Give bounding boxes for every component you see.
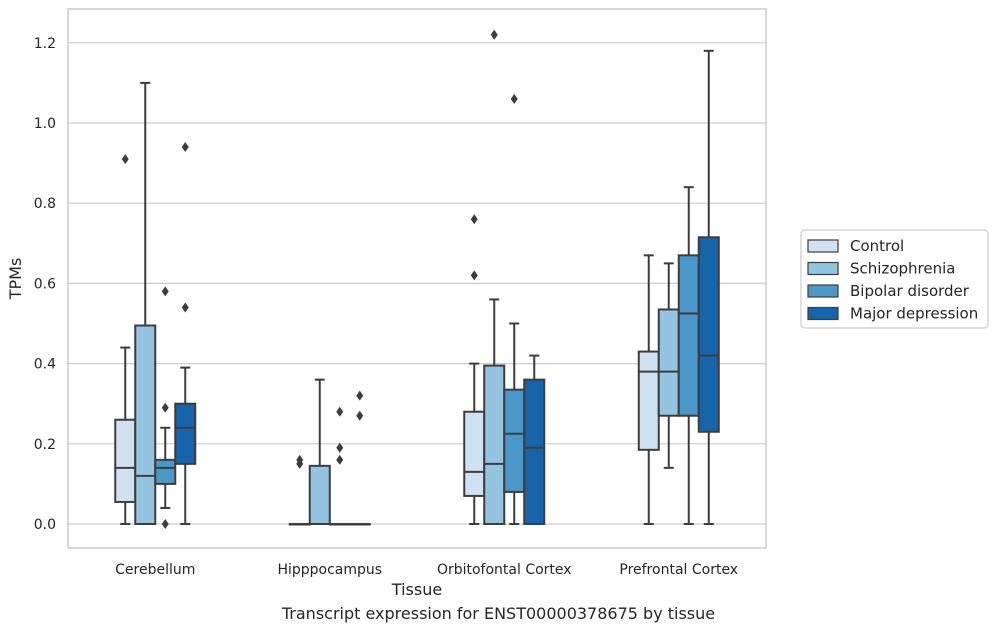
legend-label: Bipolar disorder: [850, 282, 970, 300]
figure-caption: Transcript expression for ENST0000037867…: [281, 604, 716, 623]
outlier-point: [181, 142, 189, 153]
x-tick-label: Orbitofontal Cortex: [437, 562, 572, 578]
outlier-point: [490, 29, 498, 40]
outlier-point: [161, 519, 169, 529]
outlier-point: [510, 93, 518, 104]
x-tick-label: Prefrontal Cortex: [619, 562, 738, 578]
y-tick-labels: 0.0 0.2 0.4 0.6 0.8 1.0 1.2: [34, 36, 56, 533]
outlier-point: [121, 154, 129, 165]
legend-label: Major depression: [850, 305, 978, 323]
outlier-point: [336, 442, 344, 453]
outlier-point: [181, 302, 189, 313]
legend-label: Schizophrenia: [850, 260, 955, 278]
legend-swatch: [807, 284, 839, 298]
legend-swatch: [807, 261, 839, 276]
box-iqr: [174, 402, 197, 465]
box-1-3: [348, 390, 371, 526]
y-tick-label: 0.0: [34, 517, 56, 533]
outlier-point: [296, 454, 304, 465]
box-groups: [114, 29, 720, 529]
legend-swatch: [807, 306, 839, 321]
legend-swatch: [807, 239, 839, 253]
box-iqr: [637, 350, 660, 451]
outlier-point: [336, 406, 344, 417]
box-2-0: [463, 214, 486, 525]
box-iqr: [114, 418, 137, 503]
outlier-point: [356, 410, 364, 421]
legend-frame: [800, 229, 989, 329]
box-2-1: [483, 29, 506, 526]
box-3-3: [697, 49, 720, 525]
box-iqr: [308, 464, 331, 526]
outlier-point: [161, 402, 169, 413]
box-iqr: [154, 458, 177, 485]
box-iqr: [657, 308, 680, 417]
grid-lines: [68, 42, 766, 525]
box-1-2: [328, 406, 351, 526]
outlier-point: [161, 286, 169, 297]
outlier-point: [470, 214, 478, 225]
y-tick-label: 1.2: [34, 36, 56, 52]
plot-frame: [67, 8, 767, 549]
box-3-0: [637, 254, 660, 525]
box-1-1: [308, 378, 331, 526]
box-0-3: [174, 142, 197, 525]
legend-label: Control: [850, 237, 904, 255]
y-tick-label: 0.8: [34, 196, 56, 212]
box-iqr: [523, 378, 546, 526]
box-iqr: [463, 410, 486, 497]
x-axis-label: Tissue: [391, 580, 442, 599]
box-iqr: [697, 236, 720, 433]
box-iqr: [503, 388, 526, 493]
box-0-0: [114, 154, 137, 525]
x-tick-label: Hipppocampus: [277, 562, 382, 578]
y-tick-label: 1.0: [34, 116, 56, 132]
y-tick-label: 0.2: [34, 437, 56, 453]
x-tick-labels: Cerebellum Hipppocampus Orbitofontal Corte…: [115, 562, 738, 578]
outlier-point: [470, 270, 478, 281]
y-tick-label: 0.6: [34, 276, 56, 292]
legend: Control Schizophrenia Bipolar disorder Majo…: [800, 229, 989, 329]
box-2-2: [503, 93, 526, 525]
outlier-point: [336, 454, 344, 465]
box-3-2: [677, 186, 700, 525]
outlier-point: [356, 390, 364, 401]
box-iqr: [134, 324, 157, 525]
box-0-1: [134, 81, 157, 525]
y-tick-label: 0.4: [34, 357, 56, 373]
x-tick-label: Cerebellum: [115, 562, 195, 578]
box-iqr: [677, 254, 700, 417]
box-3-1: [657, 262, 680, 469]
box-1-0: [288, 454, 311, 526]
y-axis-label: TPMs: [6, 258, 25, 301]
box-0-2: [154, 286, 177, 529]
box-2-3: [523, 354, 546, 526]
box-iqr: [483, 364, 506, 526]
